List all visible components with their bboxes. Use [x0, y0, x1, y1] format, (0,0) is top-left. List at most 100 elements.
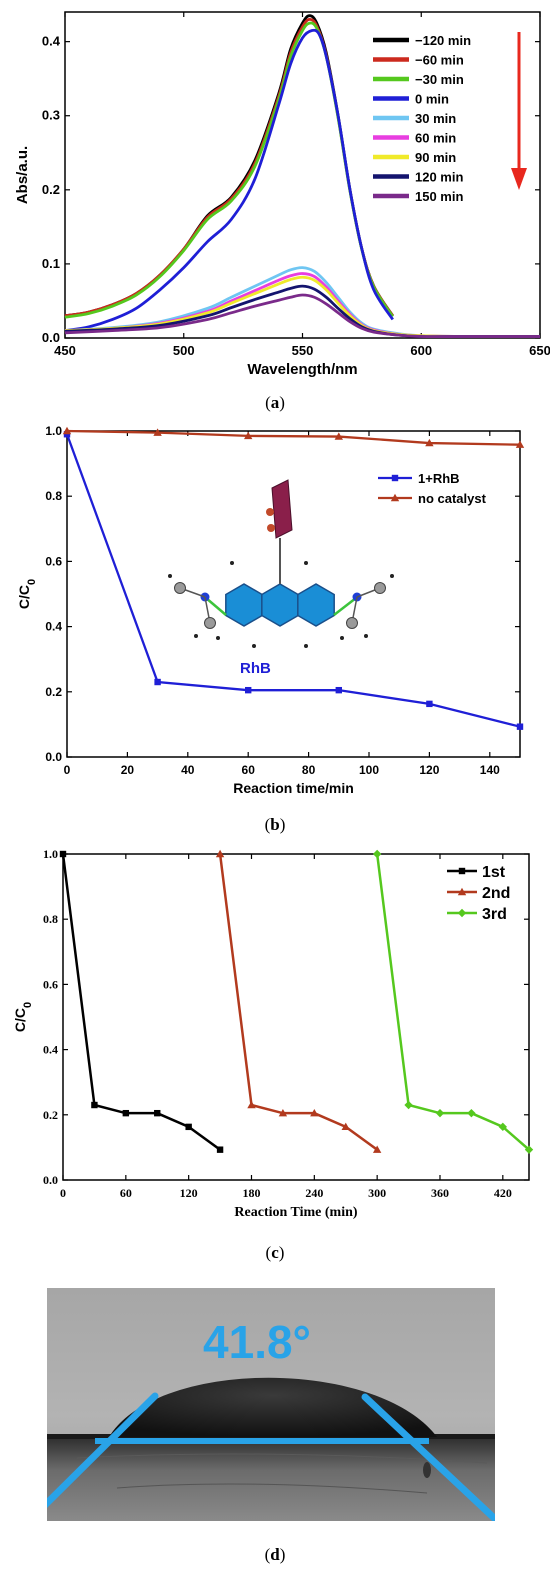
y-axis-label-subscript: 0 [22, 1002, 34, 1008]
data-point [122, 1109, 130, 1117]
x-tick-label: 550 [292, 343, 314, 358]
plot-frame [64, 11, 541, 339]
x-tick-label: 300 [368, 1186, 386, 1200]
legend-label: no catalyst [418, 491, 487, 506]
series-line [65, 433, 521, 728]
legend-label: 0 min [415, 92, 449, 107]
carbon-atom [346, 617, 358, 629]
data-point [63, 431, 71, 438]
y-tick-label: 0.0 [42, 330, 60, 345]
data-point [425, 438, 434, 447]
caption-a: (a) [265, 393, 285, 412]
data-point [372, 1145, 382, 1153]
legend-label: 60 min [415, 131, 456, 146]
cycle-line [375, 853, 530, 1151]
contact-angle-photo: 41.8° [47, 1288, 495, 1521]
caption-d: (d) [264, 1545, 286, 1564]
data-point [524, 1145, 534, 1154]
bond [205, 597, 227, 616]
x-tick-label: 180 [242, 1186, 260, 1200]
x-tick-label: 140 [480, 763, 500, 777]
data-point [154, 1109, 161, 1117]
caption-b: (b) [264, 815, 286, 834]
legend-label: 3rd [482, 906, 507, 923]
water-droplet [109, 1377, 437, 1437]
ring [261, 583, 299, 627]
data-point [216, 1146, 224, 1153]
x-tick-label: 420 [494, 1186, 512, 1200]
y-tick-label: 0.0 [45, 750, 62, 764]
carbon-atom [374, 582, 386, 594]
x-tick-label: 650 [529, 343, 550, 358]
oxygen-atom [266, 508, 274, 516]
data-point [426, 700, 433, 708]
data-point [245, 686, 252, 694]
molecule-label: RhB [240, 660, 271, 677]
data-point [91, 1101, 98, 1109]
y-tick-label: 0.1 [42, 256, 60, 271]
data-point [457, 908, 467, 918]
data-point [335, 686, 342, 694]
uv-vis-chart: 450 500 550 600 650 0.0 0.1 0.2 0.3 0.4 Wavelength… [14, 11, 550, 378]
x-tick-label: 0 [60, 1186, 66, 1200]
hydrogen-atom [304, 644, 308, 648]
x-tick-label: 120 [419, 763, 439, 777]
ring [297, 583, 335, 627]
cycle-line [61, 853, 221, 1151]
data-point [515, 440, 525, 448]
y-tick-label: 0.3 [42, 108, 60, 123]
data-point [215, 849, 225, 858]
y-tick-label: 1.0 [45, 424, 62, 438]
arrow-head [511, 168, 527, 190]
x-axis-label: Wavelength/nm [247, 361, 357, 378]
y-tick-label: 0.0 [43, 1173, 58, 1187]
legend-label: 150 min [415, 189, 463, 204]
hydrogen-atom [168, 574, 172, 578]
legend-label: 2nd [482, 885, 510, 902]
oxygen-atom [267, 524, 275, 532]
data-point [457, 887, 467, 896]
x-tick-label: 80 [302, 763, 316, 777]
x-axis-label: Reaction time/min [233, 780, 354, 796]
y-tick-label: 0.2 [45, 685, 62, 699]
hydrogen-atom [364, 634, 368, 638]
hydrogen-atom [340, 636, 344, 640]
data-point [341, 1122, 350, 1131]
data-point [154, 678, 161, 686]
data-point [391, 474, 399, 482]
phenyl-group [271, 479, 293, 539]
bond [333, 597, 357, 616]
data-point [185, 1123, 192, 1131]
x-tick-label: 60 [120, 1186, 132, 1200]
y-tick-label: 0.4 [42, 34, 61, 49]
data-point [62, 426, 72, 435]
data-point [244, 431, 253, 440]
legend-label: 30 min [415, 111, 456, 126]
cycle-line [218, 853, 378, 1151]
data-point [247, 1100, 256, 1109]
y-axis-label: Abs/a.u. [14, 146, 31, 204]
data-point [516, 723, 524, 730]
spectrum-line [64, 21, 394, 319]
y-tick-label: 0.8 [43, 912, 58, 926]
y-tick-label: 0.4 [45, 620, 62, 634]
x-tick-label: 20 [121, 763, 135, 777]
x-tick-label: 450 [54, 343, 76, 358]
plot-frame [62, 853, 530, 1181]
rhb-molecule-illustration [168, 479, 394, 648]
data-point [458, 867, 466, 875]
caption-c: (c) [265, 1243, 285, 1262]
hydrogen-atom [216, 636, 220, 640]
cycling-chart: 0 60 120 180 240 300 360 420 0.0 0.2 0.4 0.6 0.8 1.0 R… [12, 847, 534, 1220]
data-point [310, 1108, 319, 1117]
contact-angle-label: 41.8° [203, 1316, 311, 1368]
right-tangent-line [361, 1393, 495, 1521]
ring [225, 583, 263, 627]
data-point [467, 1108, 476, 1118]
x-tick-label: 240 [305, 1186, 323, 1200]
x-axis-label: Reaction Time (min) [234, 1205, 357, 1220]
hydrogen-atom [194, 634, 198, 638]
x-tick-label: 40 [181, 763, 195, 777]
data-point [334, 432, 343, 440]
y-axis-label: C/C0 [16, 579, 38, 609]
